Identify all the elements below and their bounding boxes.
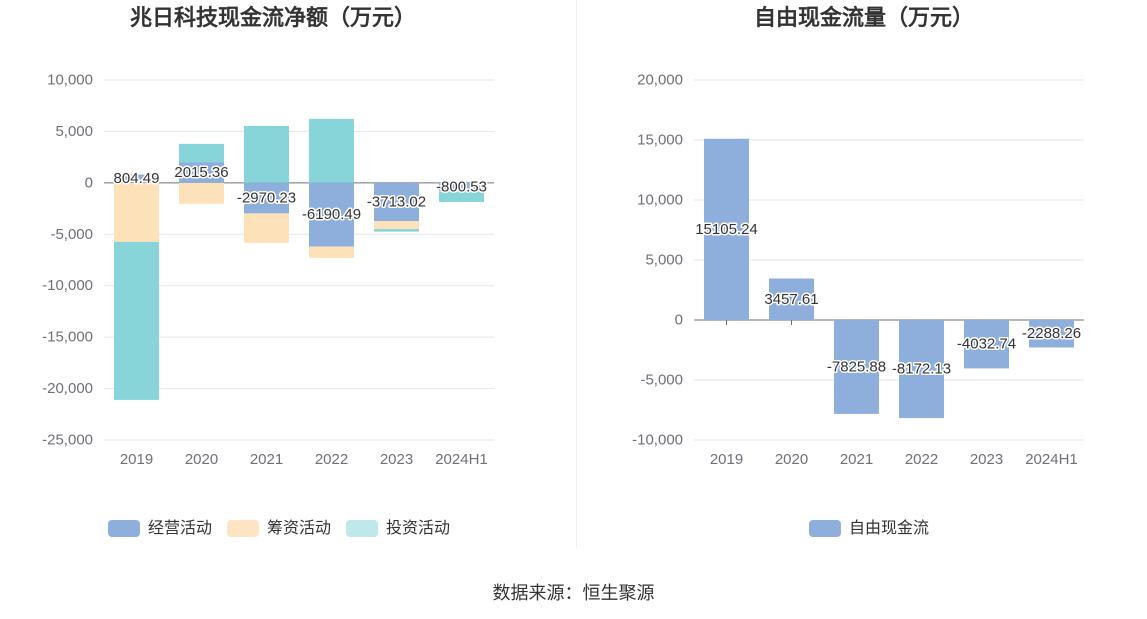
free-cash-flow-legend: 自由现金流 xyxy=(809,519,929,538)
free-cash-flow-value-label-2021: -7825.88 xyxy=(827,358,886,375)
y-tick-label: 0 xyxy=(675,312,683,329)
legend-item-financing[interactable]: 筹资活动 xyxy=(227,519,331,538)
free-cash-flow-value-label-2022: -8172.13 xyxy=(892,361,951,378)
legend-item-free-cash-flow[interactable]: 自由现金流 xyxy=(809,519,929,538)
operating-bar-2020 xyxy=(179,162,224,183)
legend-label-operating: 经营活动 xyxy=(148,520,213,537)
free-cash-flow-bar-2021 xyxy=(834,320,879,414)
x-tick-label: 2019 xyxy=(120,451,153,468)
investing-bar-2021 xyxy=(244,125,289,183)
free-cash-flow-bar-2019 xyxy=(704,138,749,320)
y-tick-label: 10,000 xyxy=(637,192,683,209)
operating-value-label-2022: -6190.49 xyxy=(302,206,361,223)
panel-divider xyxy=(576,0,577,548)
y-tick-label: 5,000 xyxy=(55,123,93,140)
financing-bar-2024h1 xyxy=(439,191,484,192)
legend-item-investing[interactable]: 投资活动 xyxy=(346,519,450,538)
free-cash-flow-value-label-2023: -4032.74 xyxy=(957,336,1016,353)
free-cash-flow-chart: 20,000 15,000 10,000 5,000 0 -5,000 -10,000 201… xyxy=(632,72,1084,468)
free-cash-flow-value-label-2024h1: -2288.26 xyxy=(1022,325,1081,342)
y-tick-label: -25,000 xyxy=(42,432,93,449)
operating-value-label-2021: -2970.23 xyxy=(237,190,296,207)
operating-value-label-2023: -3713.02 xyxy=(367,193,426,210)
legend-swatch-investing xyxy=(346,520,379,537)
free-cash-flow-chart-title: 自由现金流量（万元） xyxy=(753,5,974,30)
financing-bar-2020 xyxy=(179,182,224,204)
x-tick-label: 2022 xyxy=(315,451,348,468)
free-cash-flow-value-label-2019: 15105.24 xyxy=(695,221,758,238)
legend-item-operating[interactable]: 经营活动 xyxy=(108,519,212,538)
free-cash-flow-bar-2024h1 xyxy=(1029,320,1074,348)
x-tick-label: 2022 xyxy=(905,451,938,468)
investing-bar-2019 xyxy=(114,241,159,400)
y-tick-label: -15,000 xyxy=(42,329,93,346)
operating-value-label-2019: 804.49 xyxy=(114,170,160,187)
operating-bar-2022 xyxy=(309,182,354,247)
operating-value-label-2020: 2015.36 xyxy=(174,164,228,181)
legend-label-investing: 投资活动 xyxy=(386,520,451,537)
free-cash-flow-bar-2022 xyxy=(899,320,944,419)
operating-bar-2024h1 xyxy=(439,182,484,192)
y-tick-label: 20,000 xyxy=(637,72,683,89)
legend-swatch-financing xyxy=(227,520,260,537)
x-tick-label: 2020 xyxy=(185,451,218,468)
x-tick-label: 2021 xyxy=(840,451,873,468)
legend-label-free-cash-flow: 自由现金流 xyxy=(849,520,930,537)
investing-bar-2022 xyxy=(309,118,354,183)
y-tick-label: -10,000 xyxy=(632,432,683,449)
investing-bar-2024h1 xyxy=(439,191,484,202)
x-tick-label: 2021 xyxy=(250,451,283,468)
x-tick-label: 2024H1 xyxy=(1025,451,1078,468)
operating-value-label-2024h1: -800.53 xyxy=(436,178,487,195)
legend-label-financing: 筹资活动 xyxy=(267,520,332,537)
investing-bar-2023 xyxy=(374,229,419,232)
financing-bar-2022 xyxy=(309,246,354,258)
x-tick-label: 2024H1 xyxy=(435,451,488,468)
operating-bar-2023 xyxy=(374,182,419,222)
operating-bar-2021 xyxy=(244,182,289,214)
y-tick-label: 0 xyxy=(85,174,93,191)
y-tick-label: -10,000 xyxy=(42,277,93,294)
y-tick-label: -5,000 xyxy=(640,372,683,389)
investing-bar-2020 xyxy=(179,143,224,163)
cash-flow-net-chart: 10,000 5,000 0 -5,000 -10,000 -15,000 -20,000 -… xyxy=(42,72,494,468)
data-source-note: 数据来源：恒生聚源 xyxy=(492,583,655,603)
operating-bar-2019 xyxy=(114,174,159,183)
cash-flow-net-chart-title: 兆日科技现金流净额（万元） xyxy=(129,5,416,30)
y-tick-label: 10,000 xyxy=(47,72,93,89)
y-tick-label: 15,000 xyxy=(637,132,683,149)
x-tick-label: 2020 xyxy=(775,451,808,468)
y-tick-label: -20,000 xyxy=(42,380,93,397)
free-cash-flow-value-label-2020: 3457.61 xyxy=(764,291,818,308)
free-cash-flow-bar-2020 xyxy=(769,278,814,320)
financing-bar-2021 xyxy=(244,213,289,243)
x-tick-label: 2023 xyxy=(970,451,1003,468)
x-tick-label: 2023 xyxy=(380,451,413,468)
y-tick-label: -5,000 xyxy=(50,226,93,243)
free-cash-flow-bar-2023 xyxy=(964,320,1009,369)
financing-bar-2019 xyxy=(114,182,159,242)
y-tick-label: 5,000 xyxy=(645,252,683,269)
financing-bar-2023 xyxy=(374,221,419,230)
legend-swatch-free-cash-flow xyxy=(809,520,841,537)
legend-swatch-operating xyxy=(108,520,140,537)
cash-flow-net-legend: 经营活动 筹资活动 投资活动 xyxy=(108,519,450,538)
x-tick-label: 2019 xyxy=(710,451,743,468)
